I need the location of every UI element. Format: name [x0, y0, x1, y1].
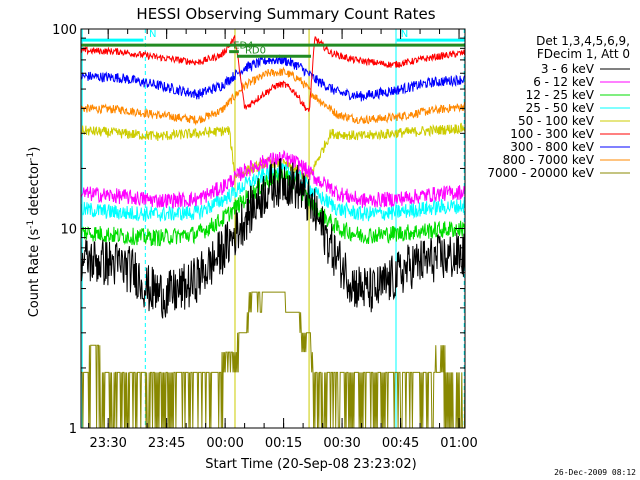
- x-tick-label: 00:30: [323, 436, 360, 451]
- flag-label-rd0: RD0: [245, 45, 266, 56]
- flag-label-n: N: [149, 29, 156, 40]
- legend-label-3-6-kev: 3 - 6 keV: [541, 62, 595, 76]
- legend-label-300-800-kev: 300 - 800 keV: [510, 140, 594, 154]
- y-tick-label: 10: [60, 223, 77, 238]
- x-axis-label: Start Time (20-Sep-08 23:23:02): [205, 457, 416, 472]
- legend: Det 1,3,4,5,6,9,FDecim 1, Att 03 - 6 keV…: [487, 34, 630, 180]
- series-800-7000-kev: [81, 66, 465, 126]
- flag-label-n: N: [401, 29, 408, 40]
- x-tick-label: 23:45: [148, 436, 185, 451]
- legend-label-6-12-kev: 6 - 12 keV: [533, 75, 595, 89]
- series-100-300-kev: [81, 35, 465, 112]
- y-tick-label: 100: [52, 23, 77, 38]
- x-tick-label: 01:00: [440, 436, 477, 451]
- series-6-12-kev: [81, 149, 465, 209]
- series-12-25-kev: [81, 168, 465, 247]
- legend-label-7000-20000-kev: 7000 - 20000 keV: [487, 166, 594, 180]
- legend-header-line-1: Det 1,3,4,5,6,9,: [536, 34, 630, 48]
- series-50-100-kev: [81, 122, 465, 180]
- orbit-boundary-lines: [81, 29, 465, 428]
- legend-header-line-2: FDecim 1, Att 0: [537, 47, 630, 61]
- series-3-6-kev: [81, 158, 465, 319]
- series-7000-20000-kev: [81, 291, 465, 428]
- footer-timestamp: 26-Dec-2009 08:12: [554, 468, 636, 477]
- legend-label-12-25-kev: 12 - 25 keV: [526, 88, 595, 102]
- legend-label-800-7000-kev: 800 - 7000 keV: [503, 153, 595, 167]
- legend-label-50-100-kev: 50 - 100 keV: [518, 114, 595, 128]
- x-tick-label: 00:45: [382, 436, 419, 451]
- x-tick-label: 23:30: [89, 436, 126, 451]
- y-tick-label: 1: [69, 422, 77, 437]
- axis-ticks: 1 10 100 23:30 23:45 00:00 00:15 00:30 00:45 01:0…: [52, 23, 478, 451]
- legend-label-100-300-kev: 100 - 300 keV: [510, 127, 594, 141]
- chart-title: HESSI Observing Summary Count Rates: [136, 5, 435, 23]
- x-tick-label: 00:15: [265, 436, 302, 451]
- legend-label-25-50-kev: 25 - 50 keV: [526, 101, 595, 115]
- flag-label-ed4: ED4: [233, 41, 253, 52]
- series-300-800-kev: [81, 54, 465, 102]
- y-axis-label: Count Rate (s-1 detector-1): [26, 147, 42, 318]
- series-layer: [81, 35, 465, 428]
- flag-layer: NNSAARD0ED4: [81, 29, 465, 58]
- x-tick-label: 00:00: [206, 436, 243, 451]
